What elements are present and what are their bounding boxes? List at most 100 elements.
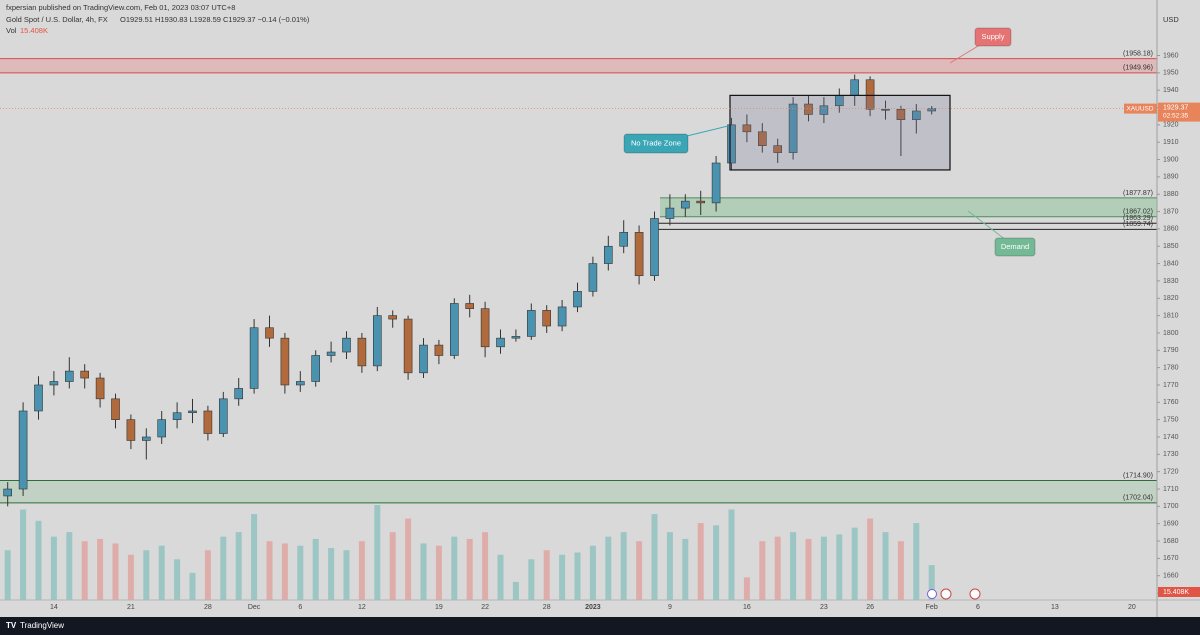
volume-bar — [220, 536, 227, 600]
volume-bar — [713, 525, 720, 600]
volume-bar — [81, 541, 88, 600]
y-tick-label: 1790 — [1163, 347, 1179, 354]
callout-text: No Trade Zone — [631, 138, 681, 147]
volume-bar — [405, 518, 412, 600]
candle-body — [49, 381, 59, 386]
y-tick-label: 1660 — [1163, 573, 1179, 580]
candle-body — [449, 303, 459, 356]
volume-bar — [50, 536, 57, 600]
callout — [994, 237, 1036, 257]
zone-fill — [660, 197, 1157, 217]
event-icon[interactable] — [927, 589, 937, 599]
zone-label: (1877.87) — [1123, 190, 1153, 197]
x-tick-label: 13 — [1051, 604, 1059, 611]
zone-label: (1859.74) — [1123, 221, 1153, 228]
volume-bar — [374, 505, 381, 600]
zone-fill — [0, 480, 1157, 503]
volume-bar — [682, 538, 689, 600]
volume-badge — [1158, 587, 1200, 597]
zone-label: (1949.96) — [1123, 65, 1153, 72]
volume-bar — [143, 550, 150, 600]
candle-body — [511, 336, 521, 339]
volume-bar — [666, 532, 673, 600]
y-tick-label: 1740 — [1163, 434, 1179, 441]
x-tick-label: 22 — [481, 604, 489, 611]
candle-body — [326, 351, 336, 356]
candle-body — [126, 419, 136, 441]
x-tick-label: 12 — [358, 604, 366, 611]
candle-body — [234, 388, 243, 400]
candle-body — [219, 398, 228, 434]
y-tick-label: 1710 — [1163, 486, 1179, 493]
candle-body — [711, 162, 721, 204]
volume-bar — [358, 541, 365, 600]
candle-body — [804, 103, 813, 115]
y-tick-label: 1860 — [1163, 226, 1179, 233]
volume-bar — [805, 538, 812, 600]
volume-bar — [697, 523, 704, 600]
y-tick-label: 1910 — [1163, 139, 1179, 146]
volume-bar — [867, 518, 874, 600]
volume-bar — [266, 541, 273, 600]
volume-bar — [127, 554, 134, 600]
candle-body — [295, 381, 305, 386]
y-tick-label: 1940 — [1163, 87, 1179, 94]
y-tick-label: 1820 — [1163, 295, 1179, 302]
candle-body — [742, 124, 752, 133]
y-tick-label: 1760 — [1163, 399, 1179, 406]
x-tick-label: 19 — [435, 604, 443, 611]
logo-mark: TV — [6, 621, 17, 630]
callout-text: Demand — [1001, 242, 1029, 251]
y-tick-label: 1730 — [1163, 451, 1179, 458]
y-tick-label: 1770 — [1163, 382, 1179, 389]
volume-bar — [743, 577, 750, 600]
candle-body — [434, 344, 444, 356]
candle-body — [757, 131, 767, 146]
y-tick-label: 1720 — [1163, 469, 1179, 476]
y-tick-label: 1750 — [1163, 416, 1179, 423]
volume-bar — [112, 543, 119, 600]
y-tick-label: 1700 — [1163, 503, 1179, 510]
candle-body — [865, 79, 875, 110]
y-tick-label: 1680 — [1163, 538, 1179, 545]
brand: TradingView — [20, 621, 64, 630]
x-tick-label: 9 — [668, 604, 672, 611]
zone-label: (1702.04) — [1123, 495, 1153, 502]
candle-body — [157, 419, 166, 438]
candle-body — [573, 291, 582, 308]
candle-body — [3, 488, 13, 497]
y-tick-label: 1920 — [1163, 122, 1179, 129]
candle-body — [480, 308, 490, 348]
volume-bar — [420, 543, 427, 600]
x-tick-label: Dec — [248, 604, 261, 611]
volume-bar — [528, 559, 535, 600]
price-badge — [1158, 102, 1200, 122]
candle-body — [34, 384, 43, 412]
volume-bar — [543, 550, 550, 600]
candle-body — [188, 410, 197, 414]
price-badge-value: 1929.37 — [1163, 104, 1188, 111]
x-tick-label: 14 — [50, 604, 58, 611]
callout — [623, 133, 689, 154]
y-tick-label: 1850 — [1163, 243, 1179, 250]
candle-body — [249, 327, 259, 389]
volume-bar — [790, 532, 797, 600]
y-tick-label: 1810 — [1163, 312, 1179, 319]
volume-bar — [435, 545, 442, 600]
candle-body — [619, 232, 629, 247]
symbol-badge — [1124, 103, 1157, 114]
candle-body — [881, 108, 890, 111]
event-icon[interactable] — [969, 588, 981, 600]
x-tick-label: 20 — [1128, 604, 1136, 611]
volume-bar — [897, 541, 904, 600]
candle-body — [403, 318, 413, 374]
candle-body — [588, 263, 598, 292]
x-tick-label: 2023 — [585, 604, 601, 611]
volume-name: Vol — [6, 26, 17, 35]
event-icon[interactable] — [940, 588, 952, 600]
ohlc-line: O1929.51 H1930.83 L1928.59 C1929.37 −0.1… — [120, 15, 310, 24]
zone-label: (1863.29) — [1123, 215, 1153, 222]
volume-bar — [820, 536, 827, 600]
